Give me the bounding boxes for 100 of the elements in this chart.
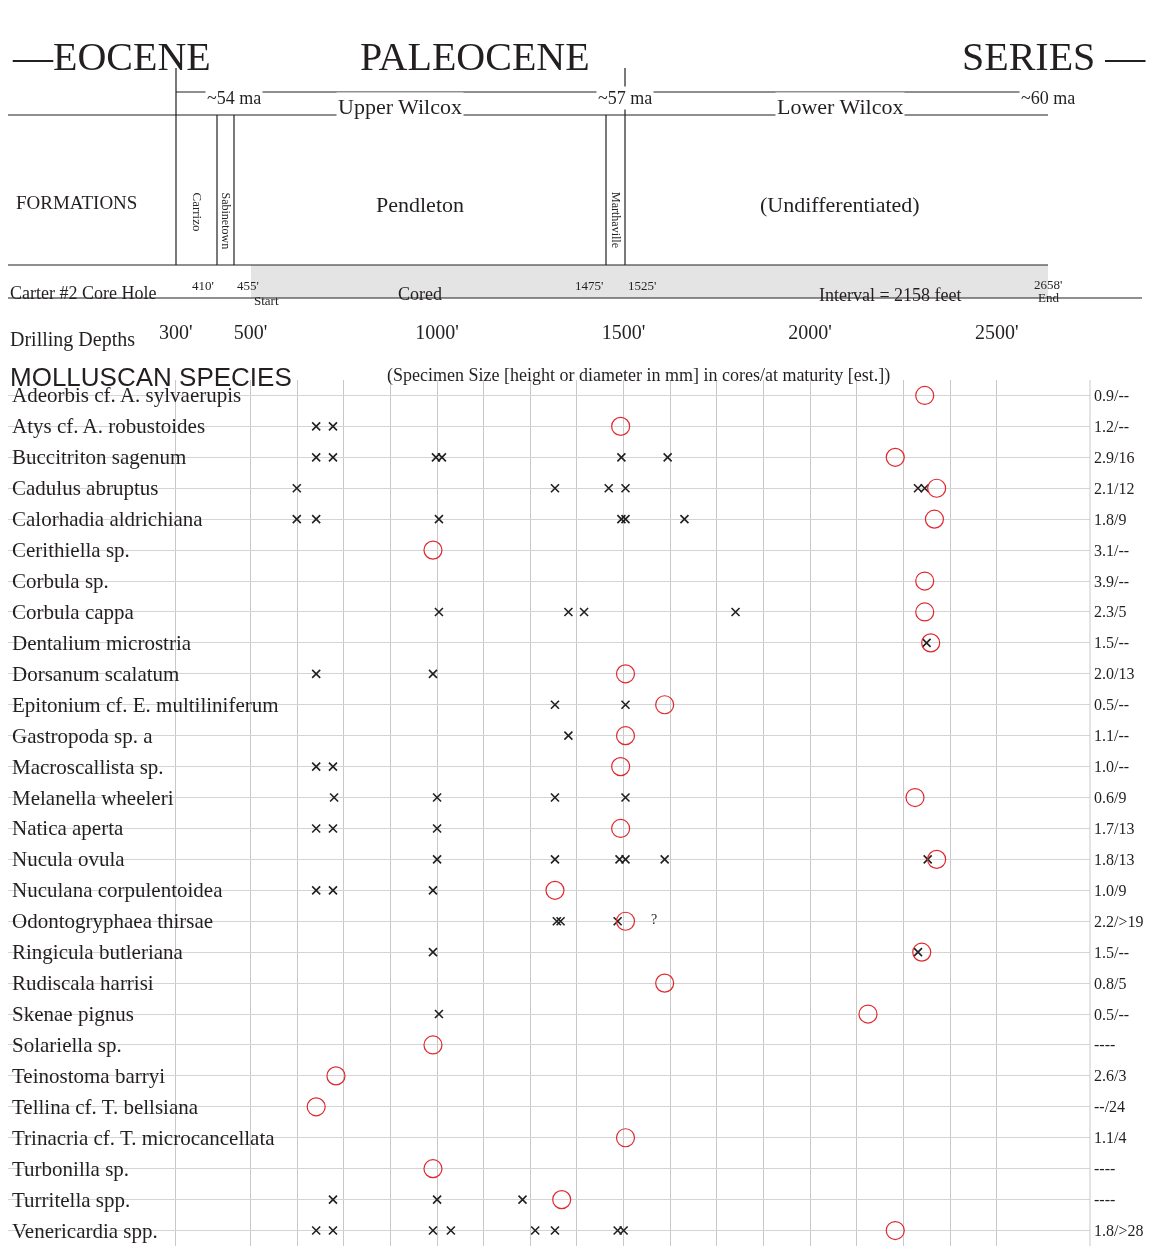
y2-tick-label: 1.1/--: [1094, 727, 1130, 744]
x-tick-label: 2000': [788, 321, 832, 343]
y-tick-label: Gastropoda sp. a: [12, 724, 154, 748]
text: Upper Wilcox: [338, 94, 462, 119]
y2-tick-label: 1.7/13: [1094, 820, 1135, 837]
text: 410': [192, 278, 214, 293]
y-tick-label: Nuculana corpulentoidea: [12, 878, 224, 902]
y2-tick-label: 3.9/--: [1094, 573, 1130, 590]
y2-tick-label: ----: [1094, 1036, 1116, 1053]
text: Interval = 2158 feet: [819, 285, 962, 305]
y2-tick-label: 1.8/13: [1094, 851, 1135, 868]
y-tick-label: Turbonilla sp.: [12, 1157, 130, 1181]
y-tick-label: Trinacria cf. T. microcancellata: [12, 1126, 276, 1150]
x-tick-label: 2500': [974, 321, 1019, 343]
text: PALEOCENE: [360, 34, 590, 79]
text: ~57 ma: [598, 88, 653, 108]
y-tick-label: Corbula cappa: [12, 600, 135, 624]
y2-tick-label: 1.0/9: [1094, 882, 1127, 899]
y-tick-label: Cadulus abruptus: [12, 476, 159, 500]
y-tick-label: Dentalium microstria: [12, 631, 192, 655]
y-tick-label: Odontogryphaea thirsae: [12, 909, 214, 933]
y-tick-label: Rudiscala harrisi: [12, 971, 154, 995]
y-tick-label: Nucula ovula: [12, 847, 126, 871]
annotation: ?: [651, 912, 658, 927]
x-tick-label: 1000': [415, 321, 459, 343]
text: 455': [237, 278, 259, 293]
text: ~54 ma: [207, 88, 262, 108]
y2-tick-label: 0.9/--: [1094, 387, 1130, 404]
text: Cored: [398, 284, 442, 304]
y-tick-label: Melanella wheeleri: [12, 786, 174, 810]
x-axis-title: Drilling Depths: [10, 328, 136, 351]
annotation: (Specimen Size [height or diameter in mm] in cores/at maturity [est.]): [387, 365, 891, 386]
point: [927, 478, 947, 498]
point: [885, 1220, 905, 1241]
y2-tick-label: 2.6/3: [1094, 1067, 1127, 1084]
y2-tick-label: 2.1/12: [1094, 480, 1135, 497]
x-tick-label: 1500': [601, 321, 646, 343]
point: [655, 695, 675, 715]
text: SERIES —: [962, 34, 1147, 79]
y2-tick-label: 1.5/--: [1094, 634, 1130, 651]
text: 2658': [1034, 277, 1063, 292]
text: ~60 ma: [1021, 88, 1076, 108]
y2-tick-label: 2.3/5: [1094, 603, 1127, 620]
y-tick-label: Venericardia spp.: [12, 1219, 158, 1243]
point: [423, 1035, 443, 1055]
text: Marthaville: [609, 192, 623, 248]
point: [924, 509, 945, 529]
point: [326, 1066, 346, 1086]
point: [545, 880, 565, 900]
point: [306, 1097, 326, 1117]
point: [615, 664, 636, 684]
point: [915, 385, 935, 406]
y2-tick-label: 3.1/--: [1094, 542, 1130, 559]
y-tick-label: Calorhadia aldrichiana: [12, 507, 204, 531]
y-tick-label: Dorsanum scalatum: [12, 662, 180, 686]
y-tick-label: Buccitriton sagenum: [12, 445, 187, 469]
point: [655, 973, 675, 993]
y2-tick-label: 1.0/--: [1094, 758, 1130, 775]
text: —EOCENE: [12, 34, 211, 79]
text: End: [1038, 290, 1060, 305]
text: Sabinetown: [218, 192, 233, 250]
point: [611, 416, 631, 436]
point: [858, 1004, 878, 1024]
point: [615, 911, 636, 931]
point: [912, 942, 932, 962]
y2-tick-label: 2.2/>19: [1094, 913, 1144, 930]
y2-tick-label: 0.5/--: [1094, 696, 1130, 713]
y-tick-label: Atys cf. A. robustoides: [12, 414, 206, 438]
text: 1475': [575, 278, 604, 293]
point: [885, 447, 905, 467]
y-tick-label: Skenae pignus: [12, 1002, 134, 1026]
y2-tick-label: 0.5/--: [1094, 1006, 1130, 1023]
y-tick-label: Macroscallista sp.: [12, 755, 164, 779]
text: FORMATIONS: [16, 192, 138, 213]
text: Carrizo: [189, 192, 205, 232]
y-tick-label: Tellina cf. T. bellsiana: [12, 1095, 199, 1119]
y2-tick-label: 2.9/16: [1094, 449, 1135, 466]
point: [915, 571, 935, 591]
point: [611, 818, 631, 839]
y2-tick-label: 0.6/9: [1094, 789, 1127, 806]
point: [927, 849, 947, 869]
y2-tick-label: 1.1/4: [1094, 1129, 1127, 1146]
y-tick-label: Ringicula butleriana: [12, 940, 184, 964]
text: Pendleton: [376, 192, 464, 217]
y2-tick-label: 1.5/--: [1094, 944, 1130, 961]
y-tick-label: Natica aperta: [12, 816, 125, 840]
point: [611, 757, 631, 777]
text: Lower Wilcox: [777, 94, 904, 119]
y-tick-label: Epitonium cf. E. multiliniferum: [12, 693, 279, 717]
point: [915, 602, 935, 622]
y-tick-label: Cerithiella sp.: [12, 538, 130, 562]
y2-tick-label: --/24: [1094, 1098, 1126, 1115]
y2-tick-label: ----: [1094, 1191, 1116, 1208]
point: [905, 787, 925, 808]
text: 1525': [628, 278, 657, 293]
y2-tick-label: 1.8/>28: [1094, 1222, 1144, 1239]
y2-tick-label: ----: [1094, 1160, 1116, 1177]
point: [423, 1159, 443, 1179]
y-tick-label: Turritella spp.: [12, 1188, 131, 1212]
point: [921, 633, 941, 653]
